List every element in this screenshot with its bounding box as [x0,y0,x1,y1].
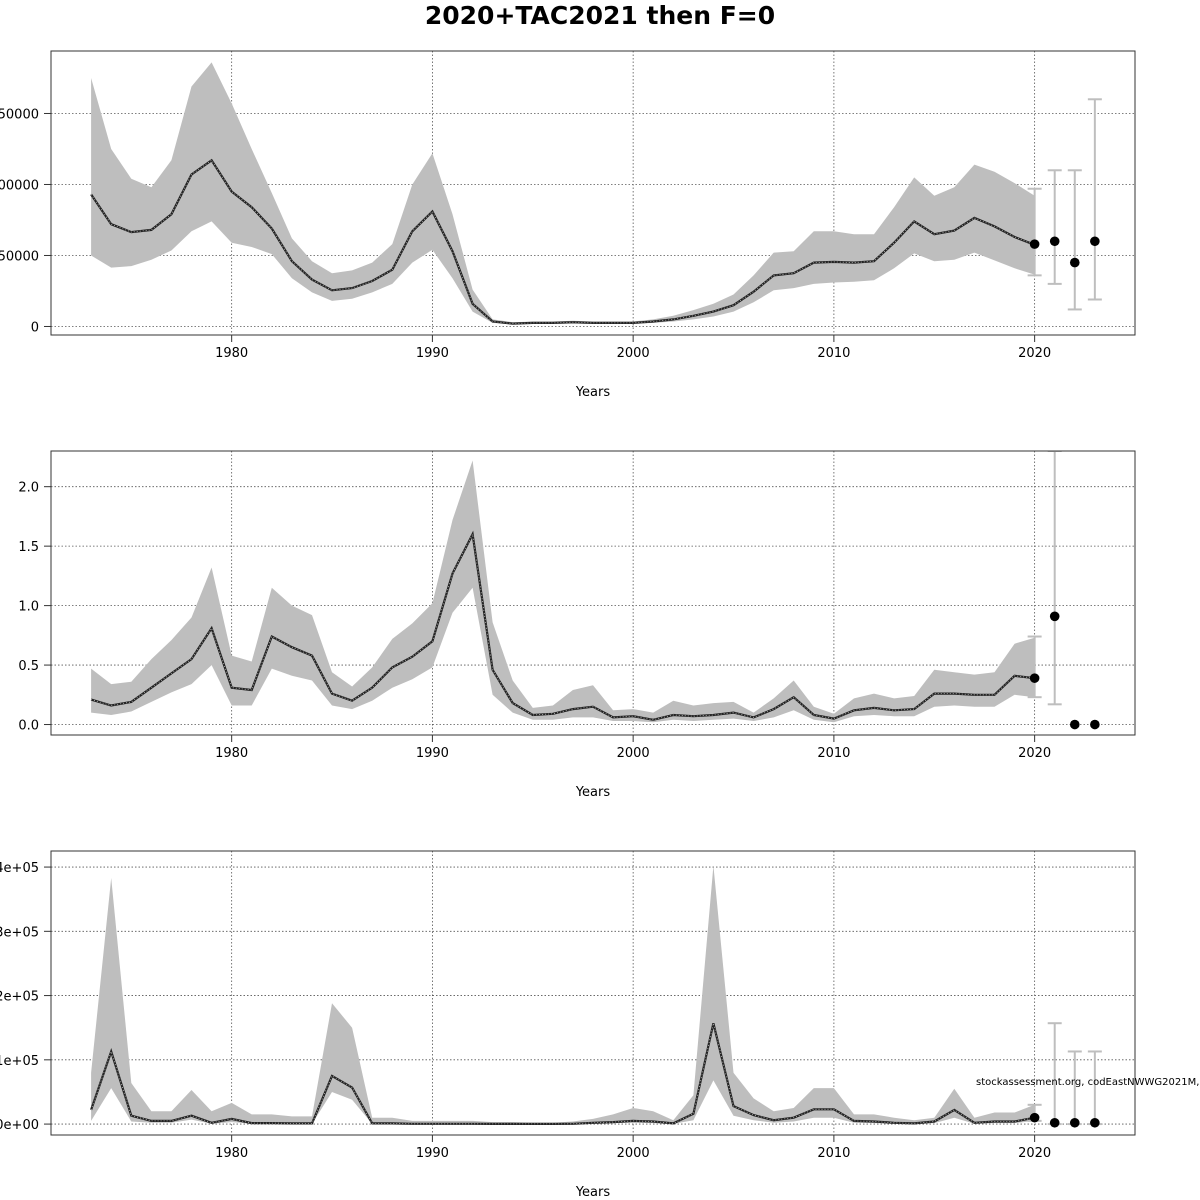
x-axis-label: Years [575,1185,611,1200]
x-axis-label: Years [575,385,611,400]
y-tick-label: 1.0 [18,600,39,615]
y-tick-label: 100000 [0,178,39,193]
plot-area [90,62,1102,325]
x-tick-label: 1980 [215,346,248,361]
plot-frame [50,850,1136,1136]
panel-1: 1980 1990 2000 2010 2020 0 50000 100000 150000 Ye… [0,50,1136,400]
forecast-point [1029,239,1040,249]
confidence-band [91,460,1035,723]
y-tick-label: 150000 [0,107,39,122]
x-tick-label: 2000 [617,746,650,761]
estimate-line-dots [90,1023,1035,1125]
x-tick-label: 2020 [1018,746,1051,761]
plot-area [90,865,1102,1128]
x-tick-label: 1990 [416,346,449,361]
x-tick-label: 2010 [817,746,850,761]
y-tick-label: 0.0 [18,719,39,734]
y-tick-label: 0e+00 [0,1118,39,1133]
x-axis-label: Years [575,785,611,800]
y-tick-label: 0.5 [18,659,39,674]
x-tick-label: 2020 [1018,346,1051,361]
estimate-line-dots [90,532,1035,721]
plot-area [90,451,1100,730]
forecast-point [1090,236,1100,247]
chart-title: 2020+TAC2021 then F=0 [425,1,775,30]
chart-panels: 1980 1990 2000 2010 2020 0 50000 100000 150000 Ye… [0,50,1136,1200]
plot-frame [50,50,1136,336]
panel-3: 1980 1990 2000 2010 2020 0e+00 1e+05 2e+05 3e+05… [0,850,1136,1200]
forecast-point [1069,1117,1080,1128]
x-tick-label: 2010 [817,1146,850,1161]
y-tick-label: 1e+05 [0,1054,39,1069]
forecast-point [1029,673,1040,683]
forecast-point [1049,236,1060,247]
estimate-line [90,158,1035,325]
y-tick-label: 3e+05 [0,925,39,940]
y-tick-label: 0 [31,320,39,335]
forecast-point [1090,1117,1100,1128]
plot-frame [50,450,1136,736]
y-tick-label: 4e+05 [0,861,39,876]
x-tick-label: 2000 [617,1146,650,1161]
confidence-band [91,62,1035,325]
x-tick-label: 1980 [215,746,248,761]
forecast-point [1049,611,1060,622]
x-tick-label: 2020 [1018,1146,1051,1161]
forecast-point [1069,719,1080,730]
y-tick-label: 2.0 [18,481,39,496]
credit-text: stockassessment.org, codEastNWWG2021M, .… [976,1077,1200,1088]
forecast-point [1049,1117,1060,1128]
y-tick-label: 50000 [0,249,39,264]
x-tick-label: 1980 [215,1146,248,1161]
y-tick-label: 1.5 [18,540,39,555]
forecast-point [1090,719,1100,730]
confidence-band [91,865,1035,1124]
forecast-point [1029,1112,1040,1123]
x-tick-label: 2010 [817,346,850,361]
x-tick-label: 2000 [617,346,650,361]
y-tick-label: 2e+05 [0,990,39,1005]
panel-2: 1980 1990 2000 2010 2020 0.0 0.5 1.0 1.5 2.0 Years [18,450,1136,800]
forecast-point [1069,257,1080,268]
x-tick-label: 1990 [416,1146,449,1161]
x-tick-label: 1990 [416,746,449,761]
